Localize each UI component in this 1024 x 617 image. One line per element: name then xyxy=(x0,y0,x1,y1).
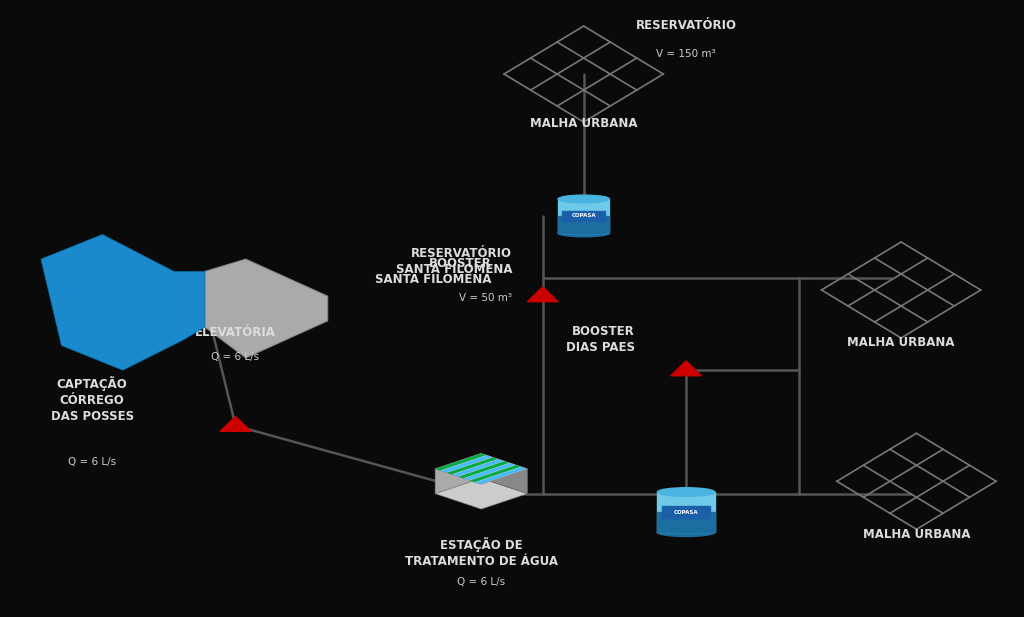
Ellipse shape xyxy=(558,229,609,237)
Ellipse shape xyxy=(657,528,715,536)
Polygon shape xyxy=(459,462,509,478)
Polygon shape xyxy=(441,455,492,473)
Text: BOOSTER
SANTA FILOMENA: BOOSTER SANTA FILOMENA xyxy=(375,257,492,286)
Polygon shape xyxy=(475,467,526,484)
Text: BOOSTER
DIAS PAES: BOOSTER DIAS PAES xyxy=(566,325,635,354)
Text: MALHA URBANA: MALHA URBANA xyxy=(863,528,970,540)
Text: COPASA: COPASA xyxy=(674,510,698,515)
Polygon shape xyxy=(435,453,481,494)
Bar xyxy=(558,216,609,233)
Bar xyxy=(662,506,711,518)
Text: RESERVATÓRIO
SANTA FILOMENA: RESERVATÓRIO SANTA FILOMENA xyxy=(395,247,512,276)
Polygon shape xyxy=(527,287,558,302)
Polygon shape xyxy=(464,463,515,480)
Text: CAPTAÇÃO
CÓRREGO
DAS POSSES: CAPTAÇÃO CÓRREGO DAS POSSES xyxy=(50,376,134,423)
Polygon shape xyxy=(481,453,527,494)
Text: COPASA: COPASA xyxy=(571,213,596,218)
Bar xyxy=(657,492,715,532)
Polygon shape xyxy=(671,361,701,376)
Text: Q = 6 L/s: Q = 6 L/s xyxy=(69,457,116,466)
Text: ELEVATÓRIA: ELEVATÓRIA xyxy=(196,326,275,339)
Bar xyxy=(562,211,605,221)
Polygon shape xyxy=(435,453,527,484)
Text: Q = 6 L/s: Q = 6 L/s xyxy=(458,577,505,587)
Text: RESERVATÓRIO: RESERVATÓRIO xyxy=(636,19,736,31)
Polygon shape xyxy=(205,259,328,358)
Text: MALHA URBANA: MALHA URBANA xyxy=(848,336,954,349)
Polygon shape xyxy=(435,478,527,509)
Text: ESTAÇÃO DE
TRATAMENTO DE ÁGUA: ESTAÇÃO DE TRATAMENTO DE ÁGUA xyxy=(404,537,558,568)
Polygon shape xyxy=(113,241,184,284)
Bar xyxy=(657,512,715,532)
Text: MALHA URBANA: MALHA URBANA xyxy=(530,117,637,130)
Text: V = 50 m³: V = 50 m³ xyxy=(459,293,512,303)
Polygon shape xyxy=(435,453,486,471)
Polygon shape xyxy=(446,457,498,474)
Polygon shape xyxy=(470,465,521,482)
Text: Q = 6 L/s: Q = 6 L/s xyxy=(212,352,259,362)
Bar xyxy=(558,199,609,233)
Polygon shape xyxy=(220,416,251,431)
Text: V = 150 m³: V = 150 m³ xyxy=(656,49,716,59)
Polygon shape xyxy=(41,234,205,370)
Ellipse shape xyxy=(657,487,715,496)
Ellipse shape xyxy=(558,195,609,203)
Polygon shape xyxy=(453,459,504,476)
